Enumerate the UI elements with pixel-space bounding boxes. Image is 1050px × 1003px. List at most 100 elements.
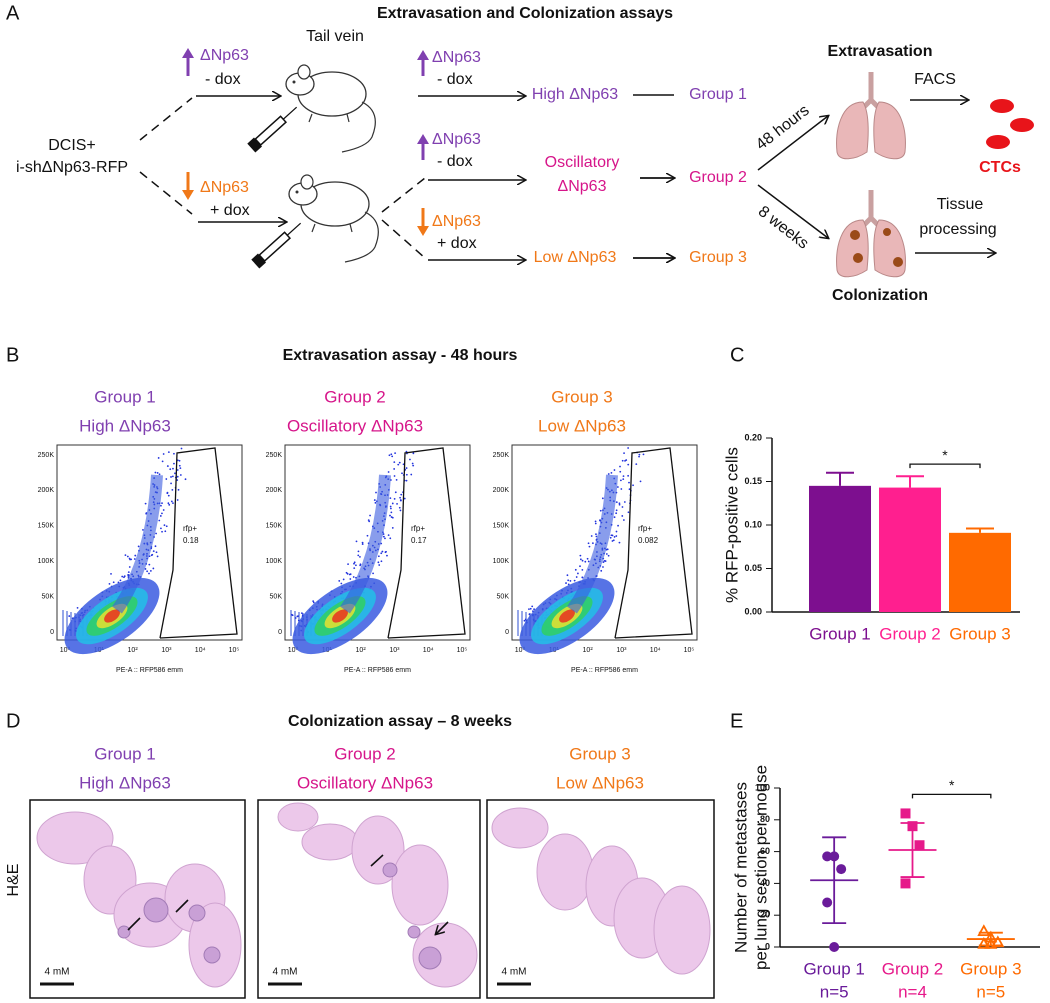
event-dot [126,555,129,558]
gate-value: 0.082 [638,536,659,545]
x-tick-label: 10⁵ [229,647,240,654]
event-dot [607,473,610,475]
event-dot [566,574,569,577]
x-tick-label: Group 2 [882,959,943,978]
event-dot [110,573,112,575]
y-tick-label: 200K [38,487,55,494]
event-dot [569,580,572,582]
event-dot [623,501,626,503]
event-dot [369,514,371,517]
x-tick-label: Group 3 [949,624,1010,643]
event-dot [638,455,640,458]
event-dot [388,454,391,457]
panel-title: Extravasation and Colonization assays [377,5,673,22]
event-dot [389,505,392,508]
event-dot [574,568,577,571]
x-tick-label: 10³ [389,647,400,654]
event-dot [171,475,174,478]
event-dot [127,574,129,576]
event-dot [173,462,175,465]
event-dot [161,502,163,505]
y-tick-label: 20 [760,910,770,920]
event-dot [610,471,613,474]
gate-label: rfp+ [411,524,425,533]
mouse [288,174,379,263]
event-dot [148,572,150,575]
y-tick-label: 50K [270,593,283,600]
event-dot [642,453,645,456]
panel-title: Colonization assay – 8 weeks [288,713,512,730]
gate-value: 0.17 [411,536,427,545]
point [822,897,833,908]
event-dot [627,511,630,514]
point [829,851,840,862]
event-dot [613,469,616,471]
event-dot [523,619,526,622]
event-dot [605,553,608,555]
event-dot [134,554,137,557]
event-dot [150,554,153,557]
event-dot [390,453,393,456]
density [567,474,618,614]
x-tick-label: 10³ [616,647,627,654]
point [829,942,840,952]
event-dot [403,497,406,500]
event-dot [610,534,613,537]
event-dot [398,506,401,509]
group-label: Group 1 [689,86,747,103]
event-dot [170,500,173,503]
event-dot [297,615,299,618]
group-label: Group 1 [94,387,155,406]
event-dot [412,464,415,467]
group-label: Group 1 [94,744,155,763]
event-dot [300,612,303,615]
event-dot [616,486,619,488]
y-tick-label: 250K [266,452,283,459]
y-tick-label: 150K [38,523,55,530]
event-dot [390,511,393,514]
event-dot [581,576,584,579]
event-dot [621,506,624,508]
bar [879,487,941,612]
event-dot [615,512,618,515]
event-dot [609,536,612,539]
marker-label: ΔNp63 [200,47,249,64]
route-label: Tail vein [306,28,364,45]
event-dot [618,503,621,506]
event-dot [602,561,605,563]
state-label: Oscillatory [545,154,620,171]
density [340,474,391,614]
y-tick-label: 100K [266,558,283,565]
event-dot [345,571,348,574]
event-dot [389,497,392,500]
group-label: Group 2 [334,744,395,763]
event-dot [160,527,162,530]
x-tick-label: 10⁵ [684,647,695,654]
event-dot [405,479,408,482]
gate [159,447,238,639]
y-tick-label: 0 [505,629,509,636]
event-dot [391,455,394,458]
x-axis-label: PE-A :: RFP586 emm [344,667,411,674]
event-dot [627,447,630,449]
x-tick-label: Group 2 [879,624,940,643]
event-dot [155,551,158,554]
panel-title: Extravasation assay - 48 hours [283,347,518,364]
event-dot [391,527,394,529]
event-dot [127,571,130,574]
point [991,935,1005,948]
x-tick-label: 10⁰ [288,646,299,654]
event-dot [399,499,402,502]
event-dot [184,478,187,481]
point [914,840,925,851]
event-dot [368,520,371,523]
event-dot [133,558,136,560]
state-label: Low ΔNp63 [534,249,617,266]
y-tick-label: 60 [760,846,770,856]
x-tick-label: 10⁴ [195,647,206,654]
event-dot [382,535,385,538]
gate-label: rfp+ [638,524,652,533]
event-dot [393,475,396,477]
y-tick-label: 50K [497,593,510,600]
y-tick-label: 50K [42,593,55,600]
